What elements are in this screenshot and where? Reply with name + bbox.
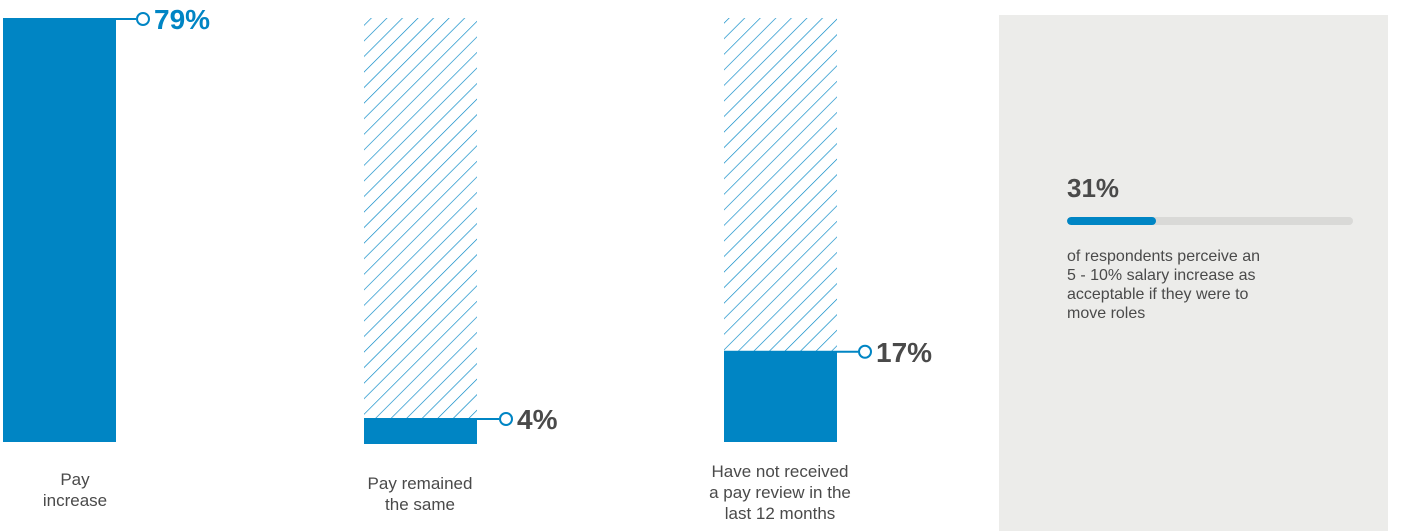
bar-background-hatch <box>364 18 477 444</box>
stat-progress-track <box>1067 217 1353 225</box>
bar <box>724 350 837 442</box>
stat-description-line: 5 - 10% salary increase as <box>1067 267 1256 284</box>
bar-chart: 79% 4% 17% <box>3 4 932 444</box>
value-marker-circle <box>136 12 150 26</box>
category-label-line: the same <box>385 495 455 514</box>
stat-description-line: of respondents perceive an <box>1067 248 1261 265</box>
category-label: Have not received a pay review in the last… <box>690 461 870 524</box>
stat-progress-fill <box>1067 217 1156 225</box>
category-label: Pay remained the same <box>340 473 500 515</box>
stat-value: 31% <box>1067 173 1120 203</box>
stat-description-line: move roles <box>1067 305 1146 322</box>
stat-description-line: acceptable if they were to <box>1067 286 1249 303</box>
bar-value-label: 17% <box>876 337 932 368</box>
bar <box>364 418 477 444</box>
bar-value-label: 4% <box>517 404 558 435</box>
bar-value-label: 79% <box>154 4 210 35</box>
category-label-line: increase <box>42 491 108 510</box>
bar <box>3 18 116 442</box>
category-label: Pay increase <box>10 469 140 511</box>
value-marker-circle <box>858 344 872 359</box>
stat-description: of respondents perceive an 5 - 10% salary… <box>1067 247 1347 323</box>
category-label-line: Pay remained <box>367 474 473 493</box>
category-label-line: last 12 months <box>724 504 836 523</box>
value-marker-circle <box>499 412 513 426</box>
stat-panel: 31% of respondents perceive an 5 - 10% sa… <box>999 15 1388 531</box>
category-label-line: Have not received <box>711 462 849 481</box>
category-label-line: a pay review in the <box>709 483 851 502</box>
category-label-line: Pay <box>60 470 90 489</box>
